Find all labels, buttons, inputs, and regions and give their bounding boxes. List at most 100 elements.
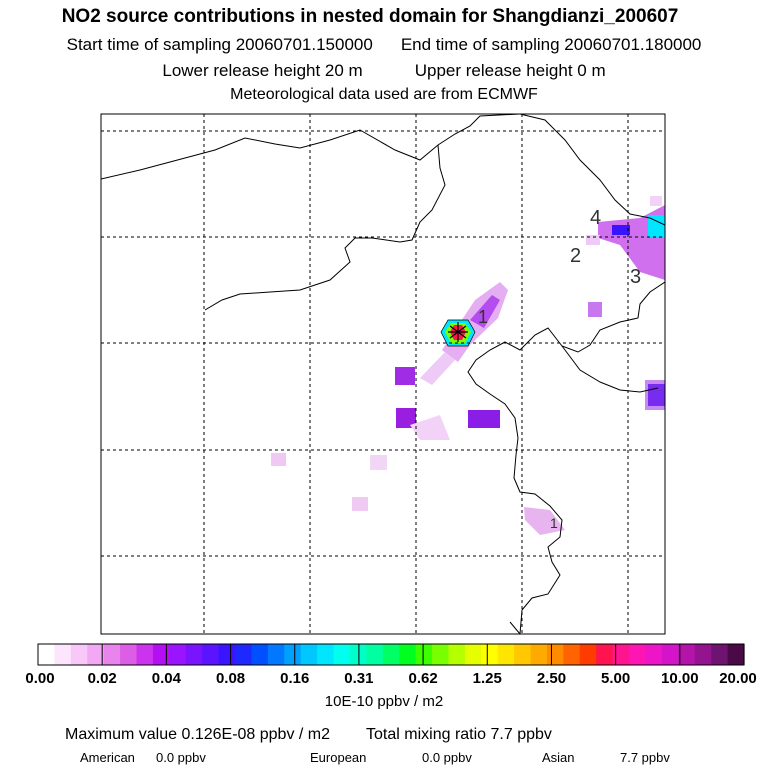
summary-line: Maximum value 0.126E-08 ppbv / m2 Total m… (65, 726, 552, 744)
colorbar-tick-label: 1.25 (473, 670, 502, 687)
upper-release-label: Upper release height 0 m (414, 61, 606, 80)
map-label-4: 4 (590, 207, 601, 229)
map-label-1: 1 (478, 307, 488, 327)
border-north-branch (204, 144, 446, 311)
colorbar-swatch (169, 644, 187, 665)
colorbar-swatch (530, 644, 548, 665)
region-value-asian: 7.7 ppbv (620, 750, 670, 765)
plot-frame (100, 113, 666, 635)
colorbar-swatch (546, 644, 564, 665)
colorbar-swatch (300, 644, 318, 665)
colorbar-swatch (136, 644, 154, 665)
region-breakdown: American 0.0 ppbv European 0.0 ppbv Asian 7.7… (80, 750, 670, 765)
plume-layer (271, 196, 665, 535)
colorbar-swatch (694, 644, 712, 665)
colorbar-swatch (38, 644, 56, 665)
colorbar-swatch (481, 644, 499, 665)
colorbar-swatch (596, 644, 614, 665)
colorbar-swatch (563, 644, 581, 665)
end-time-label: End time of sampling 20060701.180000 (400, 35, 702, 54)
colorbar-tick-label: 0.08 (216, 670, 245, 687)
colorbar (37, 643, 745, 666)
colorbar-swatch (448, 644, 466, 665)
colorbar-swatch (202, 644, 220, 665)
colorbar-swatch (185, 644, 203, 665)
colorbar-tick-label: 0.02 (88, 670, 117, 687)
colorbar-swatch (54, 644, 72, 665)
colorbar-swatch (612, 644, 630, 665)
colorbar-swatch (120, 644, 138, 665)
colorbar-swatch (284, 644, 302, 665)
colorbar-swatch (711, 644, 729, 665)
plume-core (470, 295, 500, 328)
colorbar-units: 10E-10 ppbv / m2 (324, 693, 444, 710)
grid-lines (101, 114, 665, 634)
blob-east-mid (588, 302, 602, 317)
colorbar-tick-label: 20.00 (719, 670, 757, 687)
blob-ne-blue (612, 225, 630, 235)
colorbar-swatch (366, 644, 384, 665)
colorbar-tick-label: 2.50 (537, 670, 566, 687)
coast-inner (561, 345, 659, 393)
blob-sw2 (468, 410, 500, 428)
colorbar-swatch (267, 644, 285, 665)
colorbar-swatch (629, 644, 647, 665)
plume-fringe (420, 352, 455, 385)
border-south-east (509, 621, 521, 634)
blob-ne-top (650, 196, 662, 206)
colorbar-swatch (661, 644, 679, 665)
map-label-small: 1 (550, 515, 558, 531)
colorbar-swatch (464, 644, 482, 665)
map-labels: 1 2 3 4 1 (478, 207, 641, 531)
map-label-3: 3 (630, 266, 641, 288)
blob-lower (352, 497, 368, 511)
region-value-european: 0.0 ppbv (422, 750, 472, 765)
region-name-european: European (310, 750, 367, 765)
colorbar-swatch (317, 644, 335, 665)
colorbar-tick-label: 10.00 (661, 670, 699, 687)
colorbar-swatch (70, 644, 88, 665)
start-time-label: Start time of sampling 20060701.150000 (66, 35, 373, 54)
border-ne (519, 114, 665, 226)
coast-east (467, 281, 665, 634)
release-heights: Lower release height 20 m Upper release h… (0, 61, 768, 81)
colorbar-tick-label: 0.31 (344, 670, 373, 687)
colorbar-swatch (103, 644, 121, 665)
chart-title: NO2 source contributions in nested domai… (61, 6, 679, 27)
boundaries (101, 114, 665, 634)
colorbar-tick-label: 0.62 (408, 670, 437, 687)
colorbar-swatch (152, 644, 170, 665)
border-north (101, 114, 521, 180)
blob-sw-fade (410, 415, 450, 440)
region-value-american: 0.0 ppbv (156, 750, 206, 765)
blob-east-edge-fringe (645, 380, 665, 410)
colorbar-ticks: 0.00 0.02 0.04 0.08 0.16 0.31 0.62 1.25 2.50 5.00… (25, 670, 756, 687)
met-data-label: Meteorological data used are from ECMWF (230, 86, 538, 103)
map-label-2: 2 (570, 245, 581, 267)
colorbar-swatch (579, 644, 597, 665)
colorbar-swatch (415, 644, 433, 665)
sampling-times: Start time of sampling 20060701.150000 En… (0, 35, 768, 55)
colorbar-swatch (514, 644, 532, 665)
colorbar-swatch (497, 644, 515, 665)
blob-small-2 (586, 235, 600, 245)
colorbar-swatch (382, 644, 400, 665)
total-mixing-ratio: Total mixing ratio 7.7 ppbv (366, 726, 552, 743)
region-name-asian: Asian (542, 750, 575, 765)
colorbar-tick-label: 5.00 (601, 670, 630, 687)
lower-release-label: Lower release height 20 m (162, 61, 363, 80)
colorbar-swatch (645, 644, 663, 665)
colorbar-swatch (87, 644, 105, 665)
colorbar-swatch (218, 644, 236, 665)
colorbar-tick-label: 0.16 (280, 670, 309, 687)
blob-sw (396, 408, 416, 428)
blob-south (524, 507, 565, 535)
region-name-american: American (80, 750, 135, 765)
colorbar-swatch (727, 644, 745, 665)
colorbar-swatch (235, 644, 253, 665)
colorbar-swatch (251, 644, 269, 665)
blob-mid (370, 455, 387, 470)
blob-west (395, 367, 415, 385)
receptor-marker (448, 322, 468, 342)
